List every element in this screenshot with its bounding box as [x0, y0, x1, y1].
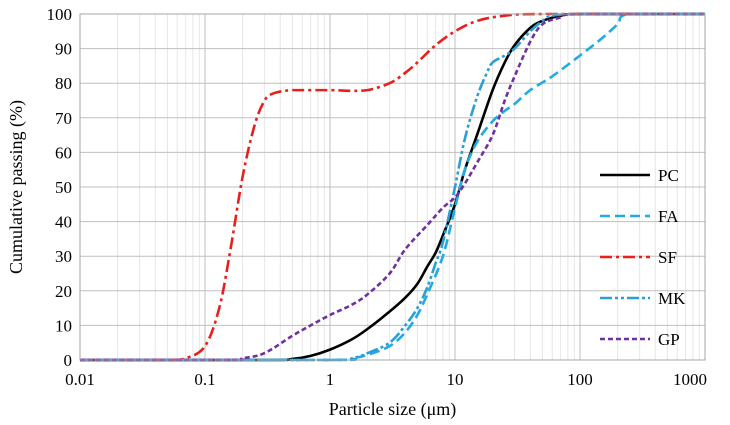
x-tick-label: 0.01: [65, 370, 95, 389]
legend-label-sf: SF: [658, 248, 677, 267]
y-tick-label: 0: [64, 351, 73, 370]
x-tick-label: 1000: [673, 370, 707, 389]
x-tick-label: 0.1: [194, 370, 215, 389]
legend: PC FA SF MK GP: [600, 166, 686, 349]
y-tick-label: 70: [55, 109, 72, 128]
legend-label-fa: FA: [658, 207, 679, 226]
x-tick-label: 1: [326, 370, 335, 389]
y-tick-label: 90: [55, 40, 72, 59]
legend-label-gp: GP: [658, 330, 680, 349]
y-tick-label: 80: [55, 74, 72, 93]
y-axis-label: Cumulative passing (%): [6, 100, 27, 274]
x-tick-labels: 0.01 0.1 1 10 100 1000: [65, 370, 707, 389]
y-tick-label: 30: [55, 247, 72, 266]
series-line-mk: [80, 12, 705, 362]
y-tick-label: 50: [55, 178, 72, 197]
y-tick-label: 40: [55, 213, 72, 232]
plot-border: [79, 13, 706, 361]
x-tick-label: 100: [567, 370, 593, 389]
y-tick-label: 60: [55, 143, 72, 162]
legend-label-pc: PC: [658, 166, 679, 185]
y-tick-labels: 0 10 20 30 40 50 60 70 80 90 100: [47, 5, 73, 370]
series-line-sf: [80, 12, 705, 362]
x-axis-label: Particle size (μm): [329, 399, 457, 420]
x-tick-label: 10: [447, 370, 464, 389]
series-lines: [80, 12, 705, 362]
legend-label-mk: MK: [658, 289, 686, 308]
y-tick-label: 100: [47, 5, 73, 24]
series-line-gp: [80, 12, 705, 362]
series-line-pc: [80, 12, 705, 362]
y-tick-label: 20: [55, 282, 72, 301]
y-tick-label: 10: [55, 316, 72, 335]
